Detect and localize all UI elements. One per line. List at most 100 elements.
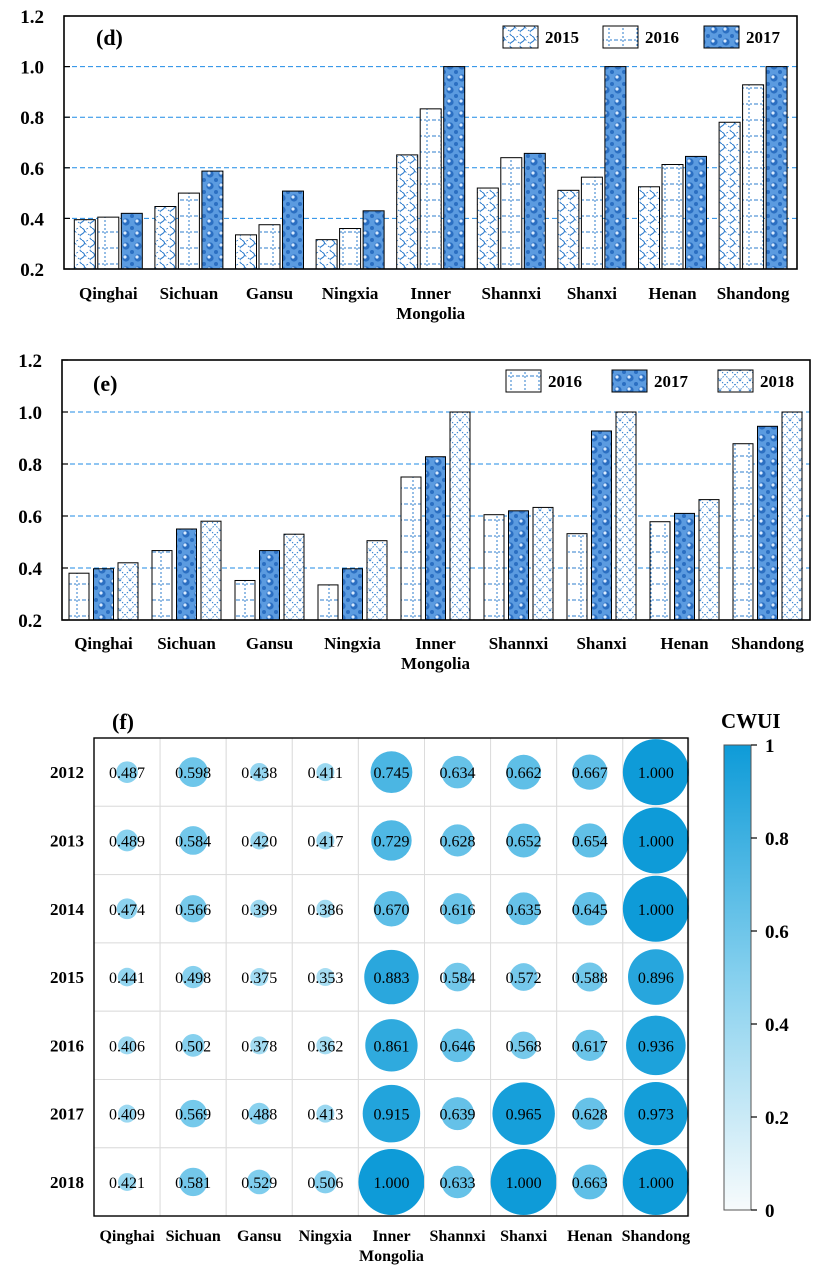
- bubble: [371, 820, 412, 861]
- bubble: [250, 762, 269, 782]
- y-tick-label: 1.0: [20, 58, 44, 79]
- bar: [419, 108, 442, 270]
- cell-value-label: 0.667: [572, 765, 608, 782]
- cell-value-label: 0.745: [373, 765, 409, 782]
- x-category-label: Ningxia: [322, 284, 379, 303]
- bubble: [316, 968, 335, 987]
- x-category-label: Sichuan: [166, 1228, 221, 1245]
- bar: [449, 411, 471, 621]
- y-tick-label: 0.4: [18, 559, 42, 580]
- bar: [201, 170, 224, 270]
- bar: [154, 206, 177, 270]
- x-category-label: Mongolia: [401, 654, 470, 673]
- bubble: [178, 757, 209, 788]
- x-category-label: Qinghai: [79, 284, 138, 303]
- cell-value-label: 0.729: [373, 833, 409, 850]
- y-axis: 0.2 0.4 0.6 0.8 1.0 1.2: [20, 7, 70, 281]
- bubble: [370, 751, 413, 794]
- bar: [120, 212, 143, 270]
- x-axis: Qinghai Sichuan Gansu Ningxia InnerMongoliaS…: [74, 634, 804, 673]
- cell-value-label: 0.598: [175, 765, 211, 782]
- bubble-heatmap-f: 0.487 0.598 0.438 0.411 0.745 0.634 0.662 0.667…: [50, 709, 789, 1265]
- cell-value-label: 0.413: [307, 1107, 343, 1124]
- bubble: [316, 899, 335, 918]
- bubble: [490, 1148, 557, 1215]
- cell-value-label: 0.566: [175, 902, 211, 919]
- bubble: [358, 1148, 425, 1215]
- bar: [317, 584, 339, 621]
- cell-value-label: 0.411: [308, 765, 343, 782]
- bubble: [118, 1104, 137, 1123]
- bubble: [506, 823, 541, 858]
- bar: [342, 568, 363, 621]
- bubble: [248, 1102, 271, 1125]
- bubble: [178, 1167, 208, 1197]
- panel-label: (d): [96, 25, 123, 50]
- cell-value-label: 0.628: [572, 1107, 608, 1124]
- x-category-label: Sichuan: [157, 634, 216, 653]
- y-tick-label: 1.0: [18, 403, 42, 424]
- cell-value-label: 0.421: [109, 1175, 145, 1192]
- bar: [523, 152, 546, 270]
- bar: [604, 66, 627, 270]
- bubble: [507, 892, 540, 926]
- y-tick-label: 0.8: [20, 108, 44, 129]
- cell-value-label: 0.581: [175, 1175, 211, 1192]
- bar: [557, 189, 580, 270]
- bar: [362, 210, 385, 270]
- bubble: [441, 893, 474, 925]
- legend-swatch: [703, 25, 740, 49]
- bars: [73, 66, 788, 270]
- bubble: [441, 755, 474, 789]
- cell-value-label: 0.588: [572, 970, 608, 987]
- legend-swatch: [602, 25, 639, 49]
- x-axis: Qinghai Sichuan Gansu Ningxia InnerMongoliaS…: [99, 1228, 690, 1265]
- bar: [177, 192, 200, 270]
- x-category-label: Inner: [410, 284, 451, 303]
- x-category-label: Mongolia: [396, 304, 465, 323]
- bar: [443, 66, 466, 270]
- bubble: [250, 899, 269, 918]
- panel-label: (e): [93, 371, 117, 396]
- bubble: [179, 1099, 207, 1128]
- cell-value-label: 0.616: [440, 902, 476, 919]
- cell-value-label: 0.617: [572, 1038, 608, 1055]
- x-category-label: Qinghai: [99, 1228, 155, 1245]
- bubble: [364, 949, 419, 1005]
- x-category-label: Gansu: [237, 1228, 282, 1245]
- bubble: [181, 965, 205, 989]
- y-tick-label: 0.2: [20, 260, 44, 281]
- x-category-label: Shanxi: [567, 284, 617, 303]
- bar: [566, 533, 588, 621]
- bar: [68, 572, 90, 621]
- cell-value-label: 0.502: [175, 1038, 211, 1055]
- bubble: [622, 1148, 689, 1215]
- bubble: [624, 1082, 688, 1146]
- cell-value-label: 1.000: [638, 1175, 674, 1192]
- y-category-label: 2016: [50, 1036, 84, 1055]
- cell-value-label: 0.569: [175, 1107, 211, 1124]
- plot-frame: [63, 15, 798, 270]
- bar: [500, 157, 523, 270]
- colorbar-tick-label: 0.8: [765, 829, 789, 850]
- x-category-label: Ningxia: [324, 634, 381, 653]
- bubble: [118, 1036, 137, 1055]
- bubble: [443, 962, 472, 992]
- cell-value-label: 0.420: [241, 833, 277, 850]
- cell-value-label: 0.639: [440, 1107, 476, 1124]
- bar: [483, 514, 505, 621]
- cell-value-label: 0.973: [638, 1107, 674, 1124]
- y-category-label: 2015: [50, 968, 84, 987]
- y-axis: 2012 2013 2014 2015 2016 2017 2018: [50, 763, 85, 1192]
- bar: [698, 499, 720, 621]
- cell-value-label: 1.000: [638, 902, 674, 919]
- cell-value-label: 0.362: [307, 1038, 343, 1055]
- x-category-label: Henan: [660, 634, 709, 653]
- cell-value-label: 1.000: [638, 833, 674, 850]
- cell-value-label: 0.663: [572, 1175, 608, 1192]
- bar-chart-e: 0.2 0.4 0.6 0.8 1.0 1.2 Qinghai Sichuan Gansu Ni…: [18, 351, 811, 673]
- bar: [117, 562, 139, 621]
- cell-value-label: 0.572: [506, 970, 542, 987]
- bar: [476, 187, 499, 270]
- x-category-label: Henan: [567, 1228, 612, 1245]
